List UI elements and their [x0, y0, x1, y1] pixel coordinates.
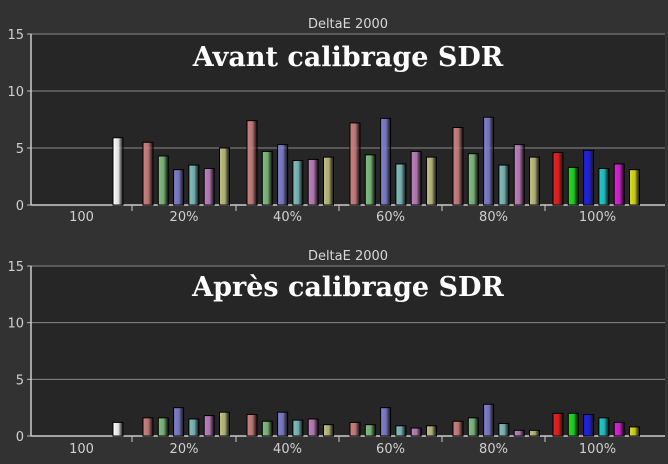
- bar: [277, 144, 289, 206]
- x-tick-label: 100%: [579, 442, 616, 457]
- bar: [629, 169, 640, 206]
- bar: [292, 160, 304, 206]
- bar: [349, 421, 361, 437]
- bar: [142, 141, 154, 206]
- y-tick-label: 0: [16, 199, 24, 214]
- bar: [173, 407, 185, 437]
- bar: [292, 419, 304, 437]
- bar: [552, 152, 564, 206]
- x-tick-label: 100: [69, 442, 94, 457]
- bar: [598, 417, 610, 437]
- bar: [498, 423, 510, 437]
- bar: [513, 144, 525, 206]
- bar: [483, 403, 495, 437]
- bar: [613, 421, 625, 437]
- bar: [219, 147, 230, 206]
- x-tick-label: 20%: [170, 442, 199, 457]
- x-tick-label: 20%: [170, 210, 199, 225]
- bar: [467, 153, 479, 206]
- bar: [467, 417, 479, 437]
- bar: [380, 117, 392, 206]
- bar: [173, 169, 185, 206]
- bar: [410, 150, 422, 206]
- chart-title: DeltaE 2000: [308, 17, 388, 32]
- y-tick-label: 10: [7, 85, 24, 100]
- bar: [142, 417, 154, 437]
- bar: [426, 156, 437, 206]
- overlay-title: Après calibrage SDR: [191, 272, 504, 303]
- chart-2: DeltaE 2000 0 5 10 15 100 20% 40% 60% 80% 100% Aprè…: [7, 249, 665, 457]
- x-tick-label: 80%: [479, 210, 508, 225]
- bar: [410, 427, 422, 437]
- bar: [552, 412, 564, 437]
- bar: [349, 122, 361, 206]
- bar: [567, 412, 579, 437]
- bar: [529, 156, 540, 206]
- bar: [395, 425, 407, 437]
- x-tick-label: 60%: [376, 442, 405, 457]
- bar: [483, 116, 495, 206]
- bar: [452, 420, 464, 437]
- y-tick-label: 10: [7, 317, 24, 332]
- bar: [613, 163, 625, 206]
- bar: [219, 411, 230, 437]
- bar: [246, 120, 258, 206]
- bar: [323, 156, 334, 206]
- bar: [203, 415, 215, 437]
- bar: [277, 411, 289, 437]
- bar: [323, 424, 334, 437]
- bar: [583, 413, 595, 437]
- bar: [395, 163, 407, 206]
- bar: [307, 158, 319, 206]
- x-tick-label: 80%: [479, 442, 508, 457]
- bar: [261, 420, 273, 437]
- bar: [364, 424, 376, 437]
- y-tick-label: 15: [7, 28, 24, 43]
- bar: [307, 418, 319, 437]
- x-tick-label: 100%: [579, 210, 616, 225]
- bar: [364, 154, 376, 206]
- x-tick-label: 40%: [273, 442, 302, 457]
- x-tick-label: 100: [69, 210, 94, 225]
- y-tick-label: 0: [16, 430, 24, 445]
- bar: [246, 413, 258, 437]
- bar: [629, 426, 640, 437]
- bar: [261, 150, 273, 206]
- bar: [203, 168, 215, 206]
- y-tick-label: 5: [16, 142, 24, 157]
- bar: [188, 164, 200, 206]
- bar: [157, 417, 169, 437]
- x-tick-label: 60%: [376, 210, 405, 225]
- bar: [498, 164, 510, 206]
- x-tick-label: 40%: [273, 210, 302, 225]
- plot-area: [31, 266, 665, 436]
- bar: [529, 429, 540, 437]
- bar: [157, 155, 169, 206]
- chart-1: DeltaE 2000 0 5 10 15 100 20% 40% 60% 80% 100% Avan…: [7, 17, 665, 225]
- bar: [188, 418, 200, 437]
- bar: [452, 126, 464, 206]
- y-tick-label: 15: [7, 260, 24, 275]
- bar: [426, 425, 437, 437]
- bar: [567, 166, 579, 206]
- bar: [112, 137, 124, 206]
- bar: [112, 421, 124, 437]
- overlay-title: Avant calibrage SDR: [192, 42, 504, 73]
- bar: [598, 168, 610, 206]
- bar: [513, 429, 525, 437]
- y-tick-label: 5: [16, 373, 24, 388]
- chart-title: DeltaE 2000: [308, 249, 388, 264]
- bar: [583, 149, 595, 206]
- bar: [380, 407, 392, 437]
